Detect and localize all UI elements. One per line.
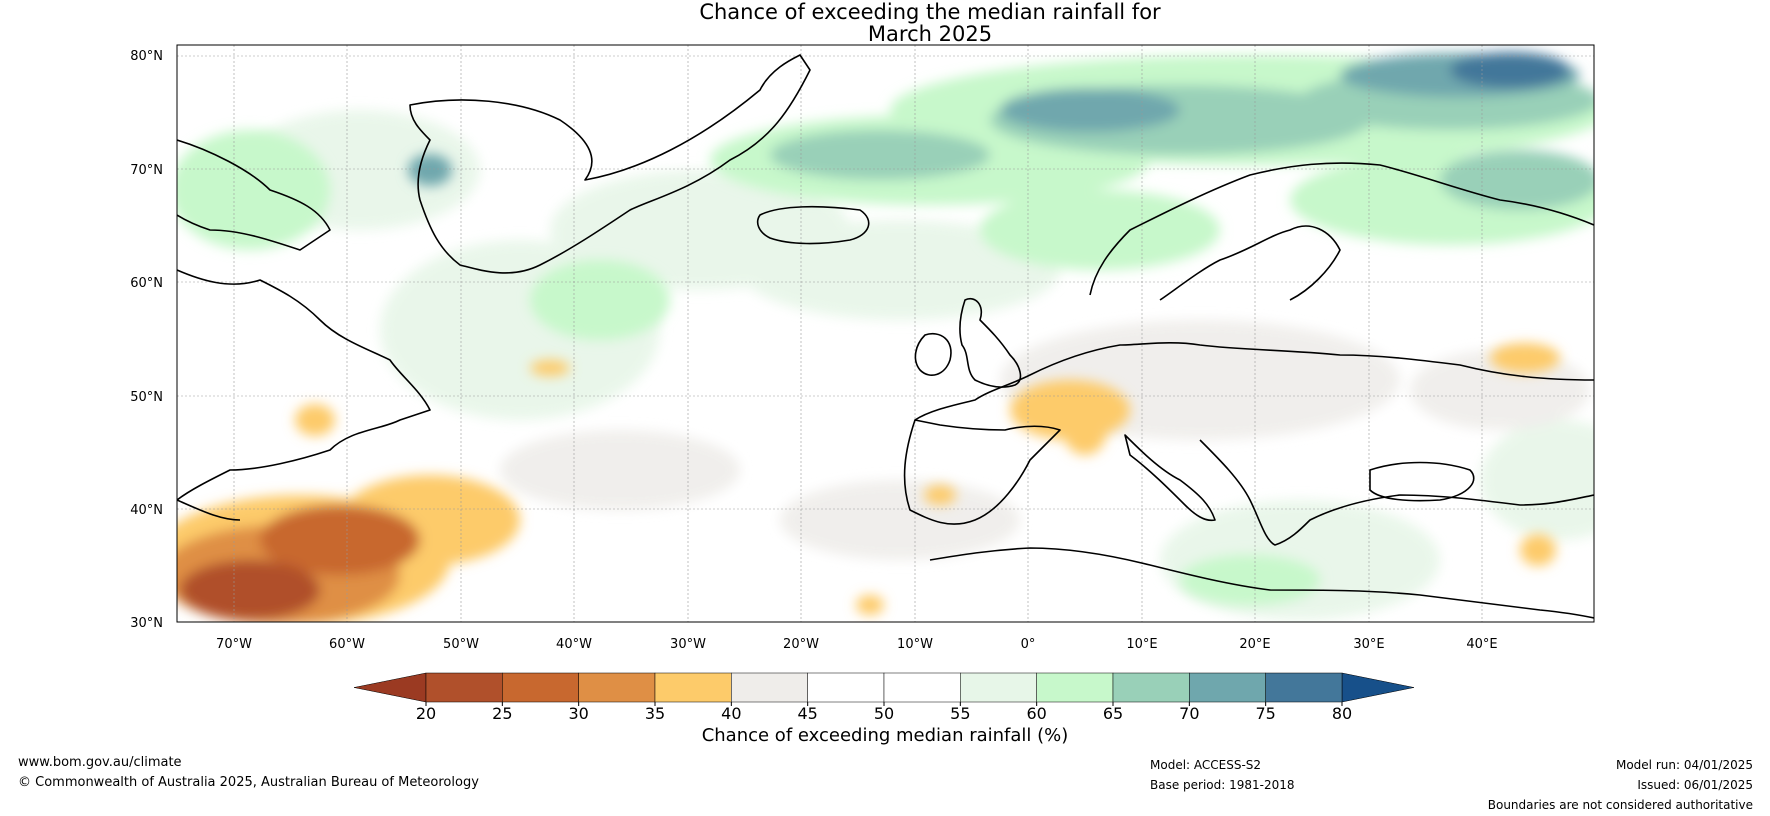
colorbar-segment [1112, 672, 1190, 703]
lon-label: 60°W [329, 637, 365, 652]
lon-label: 70°W [216, 637, 252, 652]
lon-label: 30°E [1353, 637, 1384, 652]
footer-issued: Issued: 06/01/2025 [1637, 778, 1753, 792]
colorbar-segment [731, 672, 808, 703]
lon-label: 40°W [556, 637, 592, 652]
colorbar-segment [578, 672, 656, 703]
colorbar: 20 25 30 35 40 45 50 55 60 65 70 75 80 [353, 672, 1415, 723]
footer-model: Model: ACCESS-S2 [1150, 758, 1262, 772]
colorbar-tick-label: 55 [950, 704, 970, 723]
map-border [176, 44, 1595, 623]
colorbar-segment [883, 672, 961, 703]
colorbar-segment [1189, 672, 1266, 703]
colorbar-segment [960, 672, 1037, 703]
map-title-line1: Chance of exceeding the median rainfall … [699, 0, 1161, 24]
colorbar-segment [1036, 672, 1114, 703]
colorbar-segment [807, 672, 885, 703]
colorbar-tick-label: 35 [645, 704, 665, 723]
lon-label: 20°E [1239, 637, 1270, 652]
lat-label: 60°N [130, 276, 163, 291]
footer-model-run: Model run: 04/01/2025 [1615, 758, 1753, 772]
colorbar-segment [654, 672, 732, 703]
lon-label: 20°W [783, 637, 819, 652]
lat-label: 30°N [130, 616, 163, 631]
colorbar-tick-label: 65 [1103, 704, 1123, 723]
colorbar-over-arrow [1341, 672, 1415, 703]
colorbar-tick-label: 30 [568, 704, 588, 723]
lat-label: 50°N [130, 390, 163, 405]
lon-label: 0° [1021, 637, 1036, 652]
colorbar-under-arrow [353, 672, 427, 703]
colorbar-tick-label: 50 [874, 704, 894, 723]
lat-label: 70°N [130, 163, 163, 178]
colorbar-segment [502, 672, 579, 703]
colorbar-tick-label: 25 [492, 704, 512, 723]
map-title-line2: March 2025 [867, 22, 993, 46]
lon-label: 30°W [670, 637, 706, 652]
colorbar-label: Chance of exceeding median rainfall (%) [701, 725, 1069, 746]
rainfall-probability-field [177, 52, 1594, 622]
lon-label: 10°E [1126, 637, 1157, 652]
colorbar-tick-label: 75 [1255, 704, 1275, 723]
longitude-labels: 70°W 60°W 50°W 40°W 30°W 20°W 10°W 0° 10… [216, 637, 1498, 652]
lon-label: 50°W [443, 637, 479, 652]
footer-base-period: Base period: 1981-2018 [1150, 778, 1295, 792]
colorbar-segment [425, 672, 503, 703]
footer-copyright: © Commonwealth of Australia 2025, Austra… [18, 775, 479, 790]
colorbar-tick-label: 80 [1332, 704, 1352, 723]
colorbar-segment [1265, 672, 1343, 703]
graticule [177, 45, 1594, 622]
colorbar-tick-label: 70 [1179, 704, 1199, 723]
colorbar-tick-label: 45 [797, 704, 817, 723]
coastlines [177, 54, 1594, 619]
lat-label: 40°N [130, 503, 163, 518]
lon-label: 10°W [897, 637, 933, 652]
lon-label: 40°E [1466, 637, 1497, 652]
colorbar-tick-label: 20 [416, 704, 436, 723]
colorbar-tick-label: 60 [1026, 704, 1046, 723]
footer-website: www.bom.gov.au/climate [18, 755, 182, 770]
footer-disclaimer: Boundaries are not considered authoritat… [1487, 798, 1753, 812]
latitude-labels: 80°N 70°N 60°N 50°N 40°N 30°N [130, 49, 163, 631]
lat-label: 80°N [130, 49, 163, 64]
colorbar-tick-label: 40 [721, 704, 741, 723]
